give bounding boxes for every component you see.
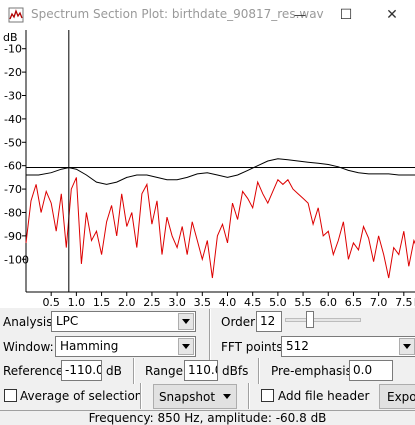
x-tick-label: 2.0: [118, 296, 136, 308]
status-text: Frequency: 850 Hz, amplitude: -60.8 dB: [88, 411, 327, 425]
x-tick-label: 3.5: [194, 296, 212, 308]
average-selection-label[interactable]: Average of selection: [20, 389, 143, 403]
y-axis-title: dB: [3, 31, 18, 44]
x-unit-label: kHz: [414, 296, 415, 308]
y-tick-label: -90: [4, 230, 22, 243]
reference-unit: dB: [106, 364, 122, 378]
x-tick-label: 2.5: [143, 296, 161, 308]
maximize-button[interactable]: ☐: [323, 0, 369, 30]
close-button[interactable]: ✕: [369, 0, 415, 30]
y-tick-label: -50: [4, 136, 22, 149]
average-selection-checkbox[interactable]: [4, 389, 17, 402]
maximize-icon: ☐: [339, 7, 353, 23]
x-tick-label: 0.5: [42, 296, 60, 308]
spectrum-chart[interactable]: dB-10 -20 -30 -40 -50 -60 -70 -80 -90 -100 0.5 1.0 1…: [0, 30, 415, 309]
chevron-down-icon: [182, 344, 190, 349]
x-tick-label: 6.0: [320, 296, 338, 308]
range-label: Range:: [145, 364, 188, 378]
control-separator: [140, 383, 142, 409]
window-value: Hamming: [60, 339, 119, 353]
x-tick-label: 7.0: [370, 296, 388, 308]
fft-points-value: 512: [286, 339, 309, 353]
x-tick-label: 1.5: [93, 296, 111, 308]
order-slider-thumb[interactable]: [306, 311, 315, 328]
analysis-select[interactable]: LPC: [51, 311, 196, 332]
snapshot-button[interactable]: Snapshot: [153, 384, 237, 409]
order-slider-track[interactable]: [285, 318, 361, 322]
minimize-button[interactable]: —: [277, 0, 323, 30]
analysis-value: LPC: [56, 314, 79, 328]
snapshot-label: Snapshot: [158, 389, 216, 404]
title-bar[interactable]: Spectrum Section Plot: birthdate_90817_r…: [0, 0, 415, 30]
y-tick-label: -70: [4, 183, 22, 196]
minimize-icon: —: [294, 8, 306, 22]
lpc-envelope-line: [26, 158, 415, 185]
reference-label: Reference:: [3, 364, 68, 378]
analysis-dropdown-button[interactable]: [178, 313, 194, 330]
x-tick-label: 7.5: [395, 296, 413, 308]
control-separator: [133, 358, 135, 384]
y-tick-label: -10: [4, 43, 22, 56]
y-tick-label: -20: [4, 66, 22, 79]
x-tick-label: 5.0: [269, 296, 287, 308]
fft-points-select[interactable]: 512: [281, 336, 415, 357]
control-separator: [248, 383, 250, 409]
fft-points-dropdown-button[interactable]: [399, 338, 415, 355]
control-separator: [258, 358, 260, 384]
close-icon: ✕: [386, 7, 398, 23]
export-label: Expo: [387, 389, 415, 404]
x-tick-label: 4.5: [244, 296, 262, 308]
spectrum-app-icon: [8, 7, 24, 23]
fft-points-label: FFT points:: [221, 340, 287, 354]
window-label: Window:: [3, 340, 54, 354]
order-label: Order:: [221, 315, 259, 329]
y-tick-label: -40: [4, 113, 22, 126]
chevron-down-icon: [182, 319, 190, 324]
order-field[interactable]: 12: [256, 311, 282, 332]
status-bar: Frequency: 850 Hz, amplitude: -60.8 dB: [0, 410, 415, 425]
y-tick-label: -60: [4, 160, 22, 173]
range-field[interactable]: 110.0: [184, 360, 218, 381]
control-separator: [209, 334, 211, 360]
chevron-down-icon: [223, 394, 232, 399]
y-tick-label: -100: [4, 253, 29, 266]
x-tick-label: 3.0: [168, 296, 186, 308]
add-file-header-label[interactable]: Add file header: [278, 389, 370, 403]
reference-field[interactable]: -110.0: [61, 360, 102, 381]
window-dropdown-button[interactable]: [178, 338, 194, 355]
x-tick-label: 6.5: [345, 296, 363, 308]
chevron-down-icon: [403, 344, 411, 349]
spectrum-plot-area[interactable]: dB -10 -20 -30 -40 -50 -60 -70 -80 -90 -100 0.5 1.0 1…: [0, 30, 415, 309]
window-select[interactable]: Hamming: [55, 336, 196, 357]
x-tick-label: 5.5: [294, 296, 312, 308]
x-tick-label: 1.0: [68, 296, 86, 308]
export-button[interactable]: Expo: [379, 384, 415, 409]
x-tick-label: 4.0: [219, 296, 237, 308]
y-tick-label: -80: [4, 206, 22, 219]
range-unit: dBfs: [222, 364, 249, 378]
analysis-label: Analysis:: [3, 315, 57, 329]
y-tick-label: -30: [4, 90, 22, 103]
add-file-header-checkbox[interactable]: [261, 389, 274, 402]
control-separator: [209, 309, 211, 335]
pre-emphasis-label: Pre-emphasis:: [271, 364, 356, 378]
fft-spectrum-line: [25, 177, 415, 279]
window-title: Spectrum Section Plot: birthdate_90817_r…: [31, 7, 324, 21]
pre-emphasis-field[interactable]: 0.0: [349, 360, 393, 381]
